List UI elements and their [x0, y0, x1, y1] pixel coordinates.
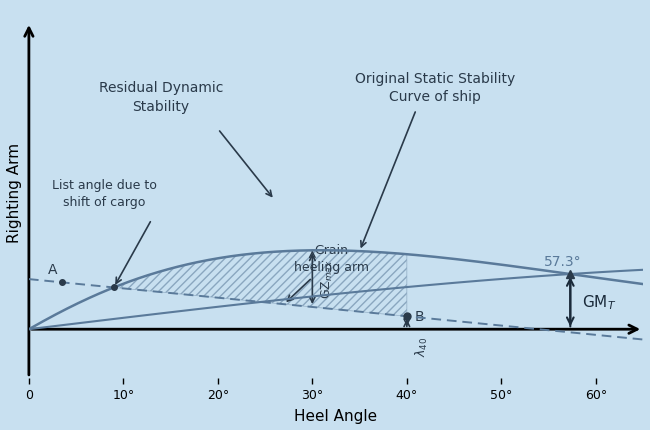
Text: GZ$_{max}$: GZ$_{max}$ — [320, 259, 335, 299]
Text: Grain
heeling arm: Grain heeling arm — [294, 243, 369, 273]
Text: Original Static Stability
Curve of ship: Original Static Stability Curve of ship — [355, 71, 515, 104]
Text: B: B — [415, 310, 424, 323]
Y-axis label: Righting Arm: Righting Arm — [7, 142, 22, 243]
Text: GM$_T$: GM$_T$ — [582, 292, 616, 311]
Text: $\lambda_{40}$: $\lambda_{40}$ — [415, 335, 430, 356]
Text: 57.3°: 57.3° — [544, 254, 582, 268]
Text: Residual Dynamic
Stability: Residual Dynamic Stability — [99, 81, 224, 114]
Text: A: A — [48, 262, 57, 276]
X-axis label: Heel Angle: Heel Angle — [294, 408, 378, 423]
Text: List angle due to
shift of cargo: List angle due to shift of cargo — [52, 179, 157, 209]
